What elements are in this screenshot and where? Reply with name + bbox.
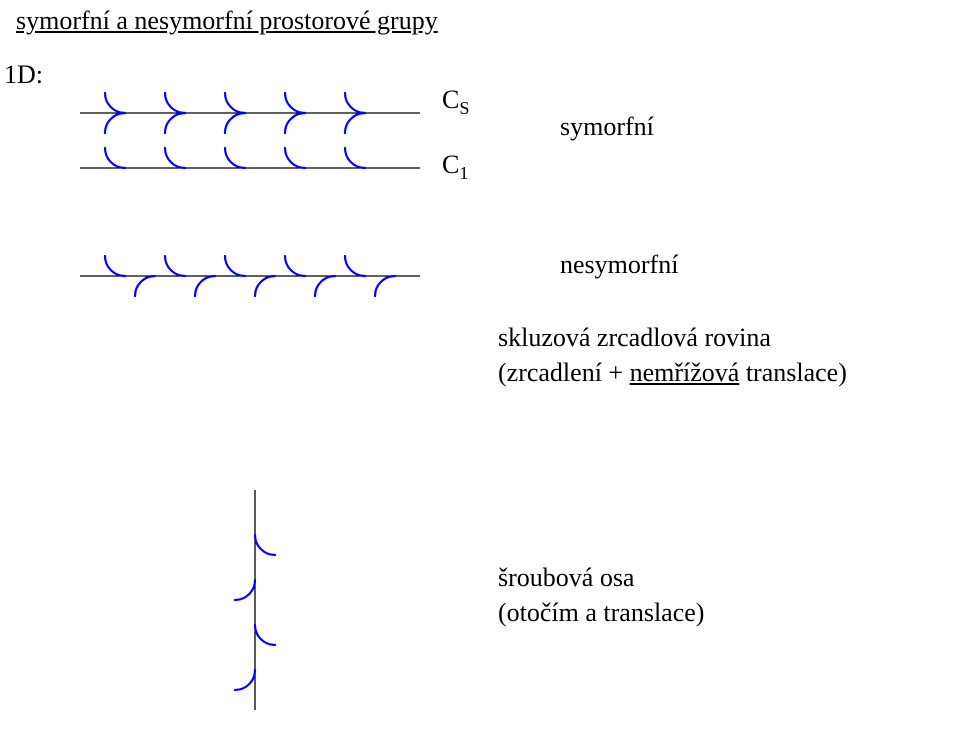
page: symorfní a nesymorfní prostorové grupy 1… [0,0,960,721]
label-glide-line2: (zrcadlení + nemřížová translace) [498,355,847,390]
label-screw-line2: (otočím a translace) [498,595,704,630]
label-glide-line2-b: nemřížová [630,358,740,387]
label-symorfni: symorfní [560,112,654,142]
label-screw-line1: šroubová osa [498,560,704,595]
label-1d: 1D: [4,60,43,90]
label-glide-line1: skluzová zrcadlová rovina [498,320,847,355]
label-c1-sub: 1 [459,163,468,183]
label-screw: šroubová osa (otočím a translace) [498,560,704,630]
page-title: symorfní a nesymorfní prostorové grupy [16,6,438,36]
label-glide-line2-c: translace) [739,358,847,387]
screw-axis-svg [225,490,285,730]
label-cs-sub: S [459,98,469,118]
label-glide: skluzová zrcadlová rovina (zrcadlení + n… [498,320,847,390]
frieze-glide-svg [80,258,460,308]
label-nesymorfni: nesymorfní [560,250,678,280]
frieze-cs-svg [80,95,460,145]
label-glide-line2-a: (zrcadlení + [498,358,630,387]
frieze-c1-svg [80,150,460,190]
